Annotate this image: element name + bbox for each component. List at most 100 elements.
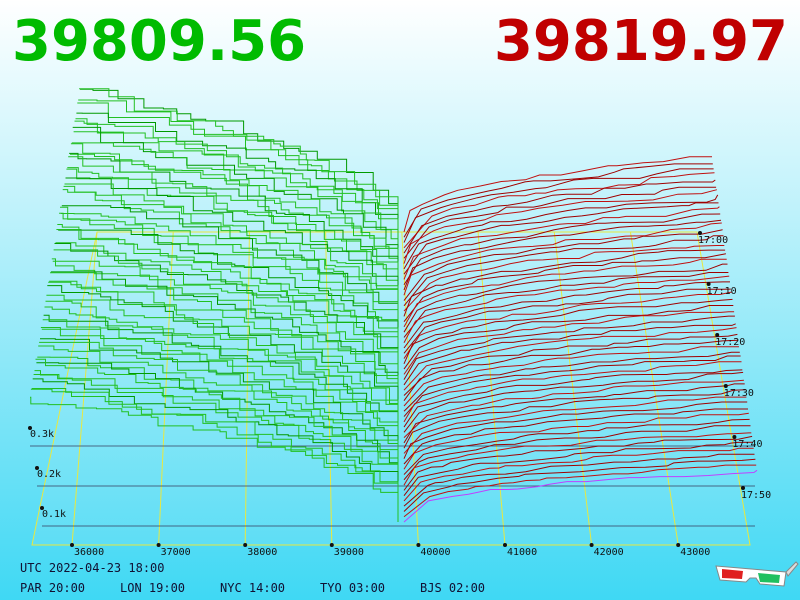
bid-depth-line [32, 378, 399, 507]
ask-depth-line [403, 396, 747, 454]
ask-depth-line [403, 464, 757, 518]
ask-depth-line [403, 272, 729, 338]
ask-depth-line [403, 435, 753, 491]
bid-depth-line [68, 156, 399, 301]
ask-depth-line [403, 408, 748, 465]
bid-depth-line [46, 294, 399, 428]
price-grid-line [553, 231, 593, 546]
ask-depth-line [403, 305, 734, 370]
bid-depth-line [50, 271, 399, 401]
time-label: 17:10 [707, 286, 737, 297]
bid-depth-line [67, 167, 399, 306]
price-tick [329, 543, 334, 547]
bid-depth-line [37, 356, 399, 480]
ask-depth-line [403, 275, 730, 343]
bid-depth-line [77, 102, 399, 248]
bid-depth-line [44, 306, 399, 438]
bid-depth-line [35, 358, 399, 491]
bid-depth-line [59, 212, 399, 354]
time-tick [741, 486, 745, 490]
ask-depth-line [403, 229, 723, 301]
bid-depth-line [51, 258, 399, 396]
bid-depth-line [57, 224, 399, 364]
price-tick [589, 543, 594, 547]
zone-time: NYC 14:00 [220, 581, 285, 595]
ask-depth-line [403, 327, 737, 391]
time-tick [698, 231, 702, 235]
ask-depth-line [403, 323, 736, 386]
ask-depth-line [403, 383, 745, 444]
ask-depth-line [403, 179, 716, 254]
price-label: 42000 [594, 547, 624, 558]
price-tick [70, 543, 74, 547]
bid-depth-line [78, 99, 399, 243]
ask-depth-line [403, 425, 751, 481]
ask-depth-line [403, 389, 746, 449]
bid-depth-line [75, 118, 399, 259]
price-label: 37000 [161, 547, 191, 558]
ask-depth-line [403, 168, 714, 243]
bid-depth-line [34, 370, 399, 496]
price-label: 38000 [247, 547, 277, 558]
ask-depth-line [403, 189, 718, 264]
time-tick [715, 333, 720, 337]
price-tick [243, 543, 248, 547]
bid-depth-line [76, 112, 399, 254]
zone-time: LON 19:00 [120, 581, 185, 595]
bid-depth-line [80, 88, 399, 232]
utc-time: UTC 2022-04-23 18:00 [20, 561, 165, 575]
bid-price: 39809.56 [12, 9, 306, 74]
time-label: 17:20 [715, 337, 745, 348]
bid-depth-line [33, 374, 399, 501]
ask-depth-line [403, 291, 732, 359]
depth-surface [30, 88, 758, 523]
ask-depth-line [403, 361, 742, 423]
bid-depth-line [45, 300, 399, 433]
axis-labels: 36000 37000 38000 39000 40000 41000 42000 43000… [30, 231, 771, 558]
ask-depth-line [403, 311, 735, 375]
bid-depth-line [39, 341, 399, 470]
bid-depth-line [62, 189, 399, 333]
ask-depth-line [403, 447, 754, 502]
price-tick [676, 543, 681, 547]
price-grid-line [244, 231, 250, 546]
volume-tick [35, 466, 39, 470]
price-grid-line [477, 231, 506, 546]
ask-depth-line [403, 412, 749, 470]
ask-depth-line [403, 281, 730, 349]
ask-depth-line [403, 441, 753, 496]
price-label: 40000 [420, 547, 450, 558]
ask-price: 39819.97 [494, 9, 788, 74]
ask-depth-line [403, 156, 712, 233]
price-tick [416, 543, 421, 547]
price-grid-line [325, 231, 333, 546]
ask-depth-line [403, 379, 744, 438]
floor-grid [28, 231, 755, 547]
volume-tick [40, 506, 44, 510]
bid-depth-line [38, 345, 399, 475]
price-grid-line [629, 231, 679, 546]
ask-depth-line [403, 469, 758, 523]
ask-depth-line [403, 258, 727, 328]
bid-depth-line [42, 319, 399, 449]
bid-depth-line [56, 229, 399, 370]
price-label: 39000 [334, 547, 364, 558]
ask-depth-line [403, 194, 719, 270]
ask-depth-line [403, 401, 748, 459]
time-tick [706, 282, 711, 286]
bid-depth-line [50, 272, 399, 406]
ask-depth-line [403, 418, 750, 475]
ask-depth-line [403, 245, 725, 312]
3d-glasses-icon [715, 561, 799, 587]
time-tick [723, 384, 728, 388]
ask-depth-line [403, 213, 721, 285]
time-label: 17:40 [732, 439, 762, 450]
price-tick [156, 543, 161, 547]
bid-depth-line [53, 249, 399, 385]
ask-depth-line [403, 263, 728, 333]
zone-time: BJS 02:00 [420, 581, 485, 595]
volume-label: 0.2k [37, 469, 61, 480]
ask-depth-line [403, 298, 733, 365]
ask-depth-line [403, 458, 756, 512]
